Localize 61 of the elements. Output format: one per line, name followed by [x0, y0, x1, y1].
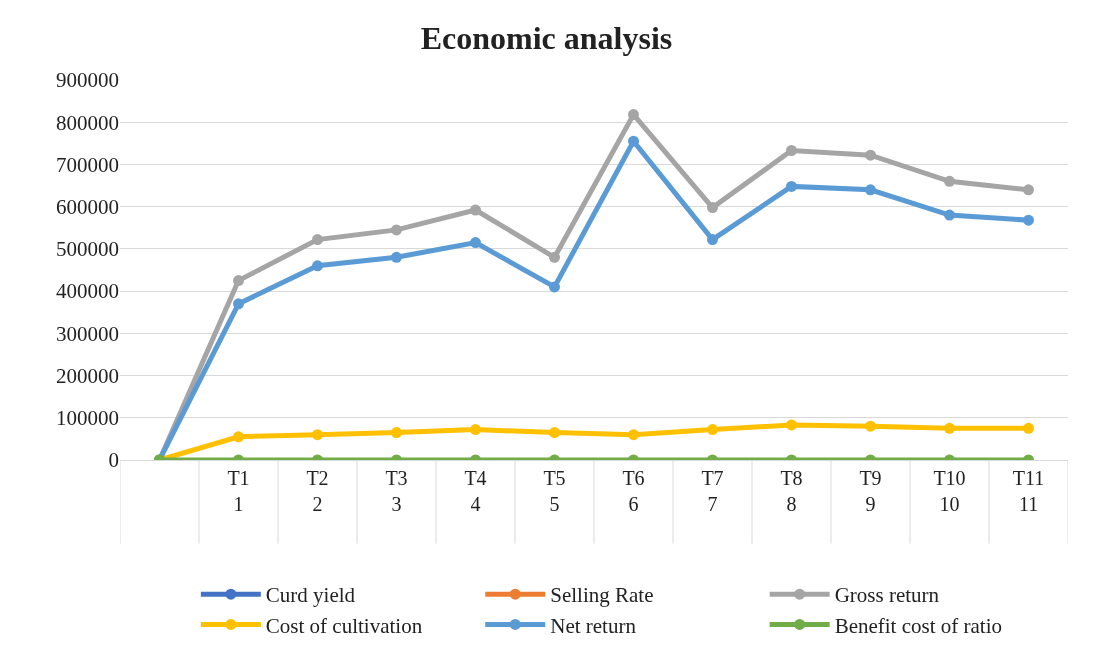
point — [312, 260, 323, 272]
legend-label: Cost of cultivation — [265, 613, 423, 638]
point — [786, 419, 797, 431]
point — [549, 281, 560, 293]
point — [865, 420, 876, 432]
point — [549, 251, 560, 263]
y-tick-label: 100000 — [56, 406, 119, 431]
legend-label: Selling Rate — [550, 583, 654, 608]
x-tick-label: T9 9 — [859, 467, 882, 515]
x-tick-label: T4 4 — [464, 467, 487, 515]
point — [628, 429, 639, 441]
point — [233, 298, 244, 310]
y-tick-label: 600000 — [56, 195, 119, 220]
point — [707, 424, 718, 436]
legend-label: Net return — [550, 613, 637, 638]
y-tick-label: 400000 — [56, 279, 119, 304]
point — [470, 237, 481, 249]
x-tick-label: T10 10 — [933, 467, 966, 515]
point — [470, 204, 481, 216]
point — [1023, 422, 1034, 434]
point — [944, 209, 955, 221]
chart-title: Economic analysis — [420, 19, 673, 56]
point — [628, 135, 639, 147]
point — [470, 424, 481, 436]
x-tick-label: T5 5 — [543, 467, 566, 515]
point — [1023, 184, 1034, 196]
y-tick-label: 800000 — [56, 110, 119, 135]
y-tick-label: 500000 — [56, 237, 119, 262]
x-tick-label: T6 6 — [622, 467, 645, 515]
point — [707, 202, 718, 214]
point — [628, 109, 639, 121]
legend-label: Benefit cost of ratio — [834, 613, 1003, 638]
point — [865, 149, 876, 161]
point — [233, 431, 244, 443]
x-tick-label: T1 1 — [227, 467, 250, 515]
y-tick-label: 300000 — [56, 321, 119, 346]
point — [391, 427, 402, 439]
point — [786, 145, 797, 157]
point — [391, 251, 402, 263]
y-tick-label: 700000 — [56, 152, 119, 177]
point — [1023, 214, 1034, 226]
point — [944, 175, 955, 187]
point — [786, 180, 797, 192]
x-tick-label: T3 3 — [385, 467, 408, 515]
legend-label: Gross return — [834, 583, 940, 608]
x-tick-label: T8 8 — [780, 467, 803, 515]
x-tick-label: T2 2 — [306, 467, 329, 515]
point — [312, 429, 323, 441]
y-tick-label: 900000 — [56, 68, 119, 93]
point — [707, 234, 718, 246]
point — [944, 422, 955, 434]
x-tick-label: T11 11 — [1012, 467, 1045, 515]
point — [391, 224, 402, 236]
x-tick-label: T7 7 — [701, 467, 724, 515]
point — [549, 427, 560, 439]
point — [865, 184, 876, 196]
point — [233, 275, 244, 287]
y-tick-label: 200000 — [56, 363, 119, 388]
point — [312, 234, 323, 246]
legend-label: Curd yield — [265, 583, 356, 608]
y-tick-label: 0 — [108, 448, 119, 473]
